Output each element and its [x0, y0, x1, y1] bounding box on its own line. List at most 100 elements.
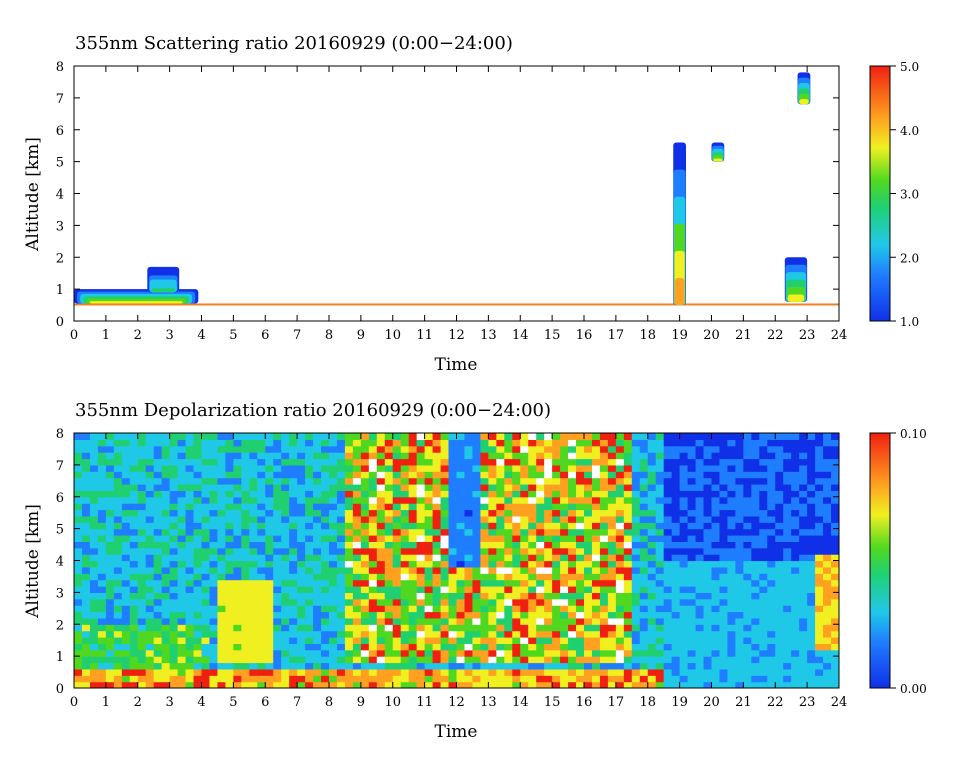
- depol-cell: [727, 496, 737, 504]
- depol-cell: [791, 611, 800, 619]
- depol-cell: [89, 605, 99, 613]
- depol-cell: [392, 471, 402, 479]
- depol-cell: [520, 515, 529, 523]
- depol-cell: [552, 515, 561, 523]
- depol-cell: [655, 490, 665, 498]
- depol-cell: [472, 541, 482, 549]
- depol-cell: [169, 439, 179, 447]
- depol-cell: [536, 579, 545, 587]
- depol-cell: [512, 592, 521, 600]
- x-axis: 0 1 2 3 4 5 6 7 8 9 10 11 12 13 14 15 16 17 18 19 20 21 22 23 24: [70, 66, 847, 343]
- depol-cell: [217, 522, 227, 530]
- depol-cell: [185, 464, 195, 472]
- depol-cell: [217, 439, 227, 447]
- depol-cell: [663, 490, 673, 498]
- depol-cell: [751, 445, 760, 453]
- depol-cell: [623, 566, 633, 574]
- depol-cell: [225, 592, 234, 600]
- depol-cell: [456, 624, 466, 632]
- depol-cell: [329, 541, 338, 549]
- depol-cell: [408, 656, 418, 664]
- depol-cell: [727, 522, 737, 530]
- depol-cell: [480, 547, 489, 555]
- depol-cell: [321, 490, 330, 498]
- depol-cell: [432, 668, 442, 676]
- depol-cell: [241, 675, 250, 683]
- depol-cell: [265, 573, 274, 581]
- depol-cell: [313, 439, 322, 447]
- depol-cell: [329, 668, 338, 676]
- depol-cell: [719, 528, 729, 536]
- depol-cell: [169, 637, 179, 644]
- depol-cell: [647, 515, 657, 523]
- depol-cell: [615, 477, 625, 485]
- depol-cell: [536, 662, 545, 670]
- depol-cell: [695, 547, 705, 555]
- depol-cell: [376, 573, 386, 581]
- depol-cell: [416, 496, 426, 504]
- depol-cell: [105, 484, 115, 491]
- depol-cell: [695, 439, 705, 447]
- depol-cell: [799, 611, 808, 619]
- depol-cell: [496, 662, 505, 670]
- depol-cell: [185, 579, 195, 587]
- depol-cell: [145, 566, 155, 574]
- depol-cell: [544, 471, 553, 479]
- depol-cell: [775, 503, 784, 511]
- depol-cell: [344, 503, 354, 511]
- depol-cell: [639, 643, 649, 651]
- depol-cell: [297, 445, 306, 453]
- depol-cell: [464, 579, 474, 587]
- depol-cell: [313, 573, 322, 581]
- depol-cell: [743, 668, 752, 676]
- depol-cell: [352, 624, 362, 632]
- depol-cell: [448, 573, 458, 581]
- depol-cell: [241, 503, 250, 511]
- depol-cell: [129, 509, 139, 517]
- depol-cell: [711, 675, 721, 683]
- depol-cell: [368, 547, 378, 555]
- depol-cell: [623, 560, 633, 568]
- depol-cell: [623, 554, 633, 562]
- depol-cell: [504, 643, 513, 651]
- depol-cell: [584, 643, 593, 651]
- depol-cell: [225, 630, 234, 638]
- depol-cell: [81, 662, 91, 670]
- depol-cell: [703, 573, 713, 581]
- depol-cell: [177, 566, 187, 574]
- depol-cell: [591, 484, 601, 491]
- depol-cell: [89, 515, 99, 523]
- depol-cell: [161, 560, 171, 568]
- depol-cell: [671, 586, 681, 593]
- depol-cell: [743, 503, 752, 511]
- depol-cell: [289, 668, 298, 676]
- depol-cell: [599, 509, 609, 517]
- depol-cell: [687, 579, 697, 587]
- depol-cell: [384, 528, 394, 536]
- depol-cell: [153, 522, 163, 530]
- depol-cell: [193, 675, 203, 683]
- depol-cell: [368, 592, 378, 600]
- depol-cell: [759, 681, 768, 688]
- x-tick-label: 7: [293, 328, 301, 343]
- depol-cell: [241, 458, 250, 466]
- depol-cell: [113, 458, 123, 466]
- depol-cell: [552, 458, 561, 466]
- depol-cell: [591, 586, 601, 593]
- depol-cell: [615, 624, 625, 632]
- depol-cell: [552, 484, 561, 491]
- depol-cell: [321, 515, 330, 523]
- depol-cell: [273, 471, 282, 479]
- depol-cell: [528, 586, 537, 593]
- depol-cell: [799, 547, 808, 555]
- depol-cell: [129, 566, 139, 574]
- depol-cell: [615, 509, 625, 517]
- depol-cell: [249, 560, 258, 568]
- depol-cell: [129, 439, 139, 447]
- depol-cell: [376, 605, 386, 613]
- depol-cell: [671, 522, 681, 530]
- depol-cell: [552, 433, 561, 440]
- depol-cell: [639, 605, 649, 613]
- depol-cell: [360, 617, 370, 625]
- depol-cell: [831, 573, 839, 581]
